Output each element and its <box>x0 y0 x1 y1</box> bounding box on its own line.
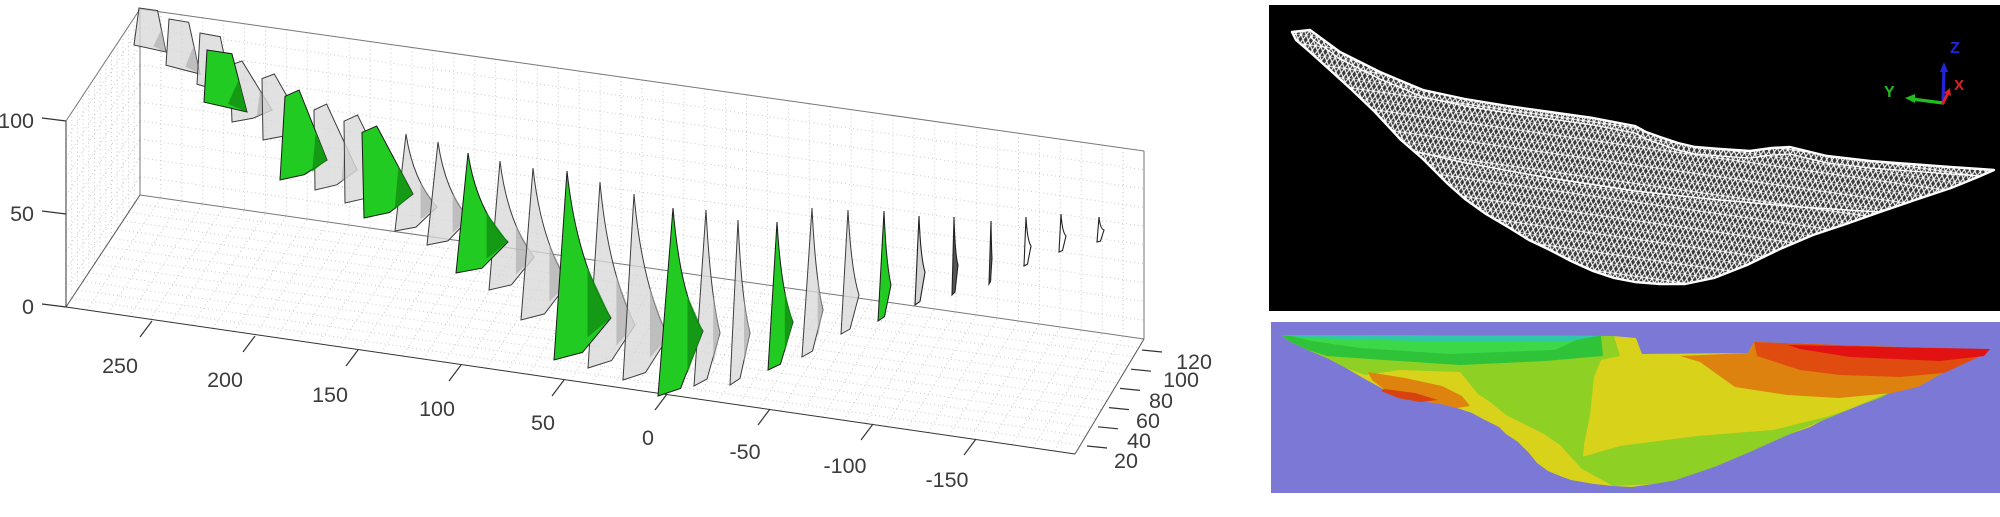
svg-text:0: 0 <box>22 295 34 319</box>
svg-text:0: 0 <box>642 426 654 450</box>
svg-text:100: 100 <box>1163 368 1199 392</box>
svg-text:-100: -100 <box>823 454 866 478</box>
svg-text:100: 100 <box>419 397 455 421</box>
svg-text:80: 80 <box>1149 389 1173 413</box>
svg-text:20: 20 <box>1114 449 1138 473</box>
svg-text:60: 60 <box>1136 409 1160 433</box>
svg-text:200: 200 <box>207 368 243 392</box>
svg-text:-150: -150 <box>925 468 968 492</box>
svg-text:120: 120 <box>1176 350 1212 374</box>
svg-text:50: 50 <box>10 202 34 226</box>
svg-text:Y: Y <box>1884 84 1895 101</box>
svg-text:250: 250 <box>102 354 138 378</box>
svg-text:Z: Z <box>1950 40 1960 57</box>
svg-text:100: 100 <box>0 109 34 133</box>
svg-text:X: X <box>1954 77 1964 94</box>
svg-text:50: 50 <box>531 411 555 435</box>
svg-text:-50: -50 <box>729 440 760 464</box>
svg-text:40: 40 <box>1127 429 1151 453</box>
svg-text:150: 150 <box>312 383 348 407</box>
